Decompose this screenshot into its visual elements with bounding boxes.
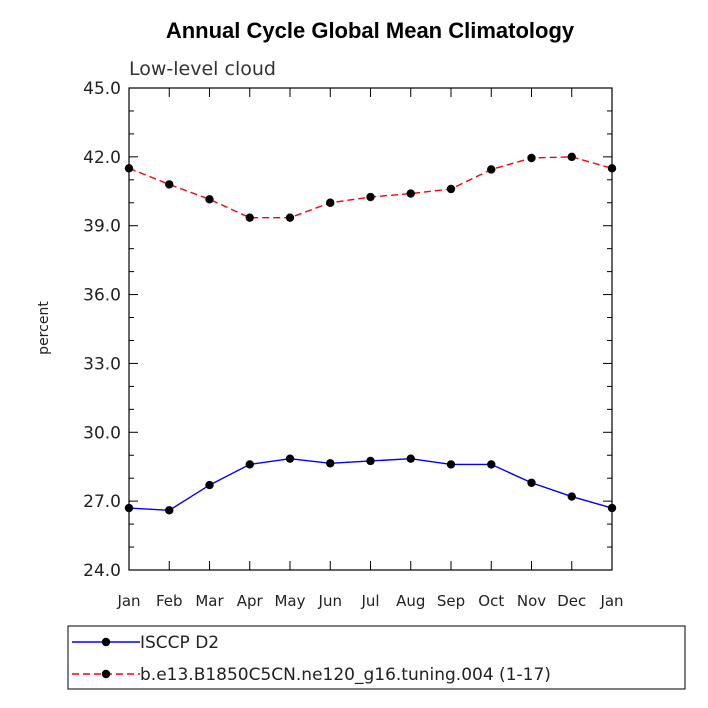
- data-point: [487, 165, 496, 174]
- data-point: [245, 213, 254, 222]
- data-point: [607, 164, 617, 173]
- data-point: [205, 195, 214, 204]
- y-tick-label: 42.0: [83, 148, 121, 168]
- data-point: [245, 460, 254, 469]
- data-point: [165, 506, 174, 515]
- y-tick-label: 24.0: [83, 561, 121, 581]
- data-point: [285, 454, 295, 463]
- legend-box: [67, 625, 686, 690]
- data-point: [527, 478, 536, 487]
- data-point: [326, 459, 335, 468]
- x-tick-label: Feb: [156, 592, 183, 610]
- y-tick-label: 36.0: [83, 286, 121, 306]
- x-tick-label: Jan: [116, 592, 140, 610]
- data-point: [124, 503, 134, 513]
- legend: ISCCP D2 b.e13.B1850C5CN.ne120_g16.tuning…: [67, 625, 686, 690]
- y-tick-label: 27.0: [83, 492, 121, 512]
- data-point: [366, 456, 375, 466]
- data-point: [165, 180, 174, 189]
- chart-title: Annual Cycle Global Mean Climatology: [166, 18, 575, 43]
- legend-marker-1: [101, 637, 111, 647]
- data-point: [406, 189, 415, 198]
- axes: 24.0 27.0 30.0 33.0 36.0 39.0 42.0 45.0 Jan Feb Ma…: [83, 79, 623, 610]
- data-point: [446, 460, 456, 469]
- y-tick-label: 33.0: [83, 354, 121, 374]
- legend-label-1: ISCCP D2: [140, 633, 219, 653]
- x-tick-label: May: [274, 592, 305, 610]
- data-point: [205, 480, 214, 490]
- data-point: [406, 454, 415, 463]
- data-point: [567, 152, 576, 162]
- chart-subtitle: Low-level cloud: [129, 58, 276, 80]
- legend-marker-2: [101, 669, 111, 679]
- x-tick-label: Dec: [557, 592, 586, 610]
- x-tick-label: Jun: [318, 592, 342, 610]
- x-tick-label: Jan: [599, 592, 623, 610]
- data-point: [527, 153, 536, 163]
- x-tick-label: Oct: [478, 592, 504, 610]
- data-point: [446, 184, 456, 194]
- x-tick-label: Apr: [237, 592, 264, 610]
- data-point: [285, 213, 295, 222]
- series-line-1: [128, 457, 613, 512]
- x-tick-label: Nov: [517, 592, 546, 610]
- y-tick-label: 39.0: [83, 217, 121, 237]
- data-point: [366, 192, 375, 202]
- data-point: [567, 492, 576, 501]
- plot-frame: [128, 87, 613, 571]
- series-layer: [124, 152, 617, 515]
- legend-label-2: b.e13.B1850C5CN.ne120_g16.tuning.004 (1-…: [140, 665, 551, 685]
- x-tick-label: Jul: [360, 592, 379, 610]
- data-point: [487, 460, 496, 469]
- y-tick-label: 30.0: [83, 423, 121, 443]
- data-point: [124, 164, 134, 173]
- data-point: [607, 503, 617, 513]
- y-tick-label: 45.0: [83, 79, 121, 99]
- series-line-2: [128, 156, 613, 219]
- x-tick-label: Mar: [195, 592, 224, 610]
- y-axis-label: percent: [36, 301, 52, 355]
- x-tick-label: Sep: [437, 592, 465, 610]
- data-point: [326, 198, 335, 207]
- x-tick-label: Aug: [396, 592, 425, 610]
